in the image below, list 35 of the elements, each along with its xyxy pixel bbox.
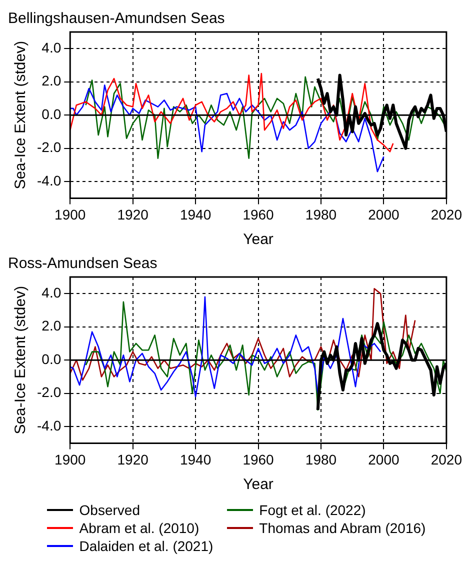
y-tick-label: 0.0 (42, 350, 62, 367)
y-tick-label: 2.0 (42, 72, 62, 89)
x-tick-label: 1940 (180, 206, 212, 222)
x-tick-label: 1920 (117, 206, 149, 222)
x-axis-title: Year (243, 476, 274, 494)
y-tick-label: -4.0 (37, 172, 62, 188)
y-tick-label: 4.0 (42, 39, 62, 56)
y-axis-title: Sea-Ice Extent (stdev) (12, 40, 30, 190)
legend-label: Dalaiden et al. (2021) (79, 538, 214, 554)
legend-label: Abram et al. (2010) (79, 520, 200, 536)
x-tick-label: 1940 (180, 451, 212, 468)
chart-title: Bellingshausen-Amundsen Seas (8, 10, 225, 28)
y-tick-label: 4.0 (42, 284, 62, 300)
x-tick-label: 1920 (117, 451, 149, 468)
x-tick-label: 1900 (54, 451, 86, 468)
legend-label: Thomas and Abram (2016) (259, 520, 426, 536)
legend-label: Observed (79, 502, 140, 518)
x-tick-label: 2020 (430, 206, 462, 222)
x-tick-label: 1900 (54, 206, 86, 222)
chart-title: Ross-Amundsen Seas (8, 255, 158, 272)
x-tick-label: 1980 (305, 451, 337, 468)
legend-label: Fogt et al. (2022) (259, 502, 366, 518)
x-tick-label: 2000 (368, 451, 400, 468)
x-tick-label: 1980 (305, 206, 337, 222)
y-axis-title: Sea-Ice Extent (stdev) (12, 286, 30, 434)
x-tick-label: 1960 (242, 206, 274, 222)
x-tick-label: 2020 (430, 451, 462, 468)
x-tick-label: 2000 (368, 206, 400, 222)
x-axis-title: Year (243, 231, 274, 248)
y-tick-label: 0.0 (42, 106, 62, 122)
y-tick-label: -2.0 (37, 384, 62, 400)
y-tick-label: -4.0 (37, 417, 62, 434)
x-tick-label: 1960 (242, 451, 274, 468)
y-tick-label: 2.0 (42, 318, 62, 334)
y-tick-label: -2.0 (37, 139, 62, 156)
